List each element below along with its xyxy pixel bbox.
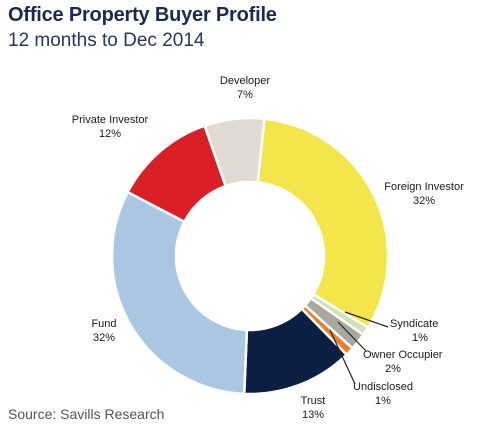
leader-line (344, 311, 389, 328)
slice-label: Undisclosed (353, 381, 413, 393)
slice-label: Foreign Investor (384, 181, 464, 193)
leader-line (337, 321, 367, 352)
slice-developer (203, 116, 266, 188)
slice-label: Trust (301, 395, 326, 407)
slice-value-label: 2% (385, 363, 401, 375)
slice-value-label: 13% (302, 409, 324, 421)
slice-label: Private Investor (72, 114, 149, 126)
slice-value-label: 7% (237, 89, 253, 101)
slice-label: Owner Occupier (363, 349, 443, 361)
slice-value-label: 12% (99, 128, 121, 140)
chart-title: Office Property Buyer Profile (8, 4, 277, 26)
leader-line (329, 329, 356, 385)
source-note: Source: Savills Research (8, 406, 165, 422)
slice-value-label: 1% (375, 395, 391, 407)
slice-value-label: 1% (412, 332, 428, 344)
chart-subtitle: 12 months to Dec 2014 (8, 30, 205, 51)
slice-fund (110, 190, 249, 396)
slice-value-label: 32% (93, 332, 115, 344)
slice-foreign-investor (256, 117, 390, 330)
slice-label: Fund (91, 318, 116, 330)
slice-label: Syndicate (390, 318, 438, 330)
slice-label: Developer (220, 75, 270, 87)
slice-value-label: 32% (413, 195, 435, 207)
